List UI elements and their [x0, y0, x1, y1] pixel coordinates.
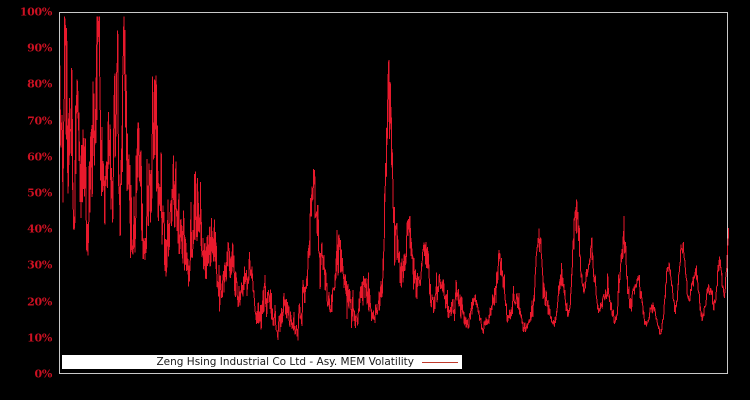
chart-legend: Zeng Hsing Industrial Co Ltd - Asy. MEM …	[62, 355, 462, 369]
y-axis-tick-labels: 100% 90% 80% 70% 60% 50% 40% 30% 20% 10% 0%	[0, 0, 56, 400]
y-axis-tick-40: 40%	[27, 222, 52, 236]
y-axis-tick-60: 60%	[27, 150, 52, 164]
plot-area	[59, 12, 729, 374]
y-axis-tick-10: 10%	[27, 331, 52, 345]
y-axis-tick-80: 80%	[27, 77, 52, 91]
legend-label: Zeng Hsing Industrial Co Ltd - Asy. MEM …	[156, 355, 414, 368]
y-axis-tick-50: 50%	[27, 186, 52, 200]
y-axis-tick-100: 100%	[19, 5, 53, 19]
y-axis-tick-0: 0%	[34, 367, 52, 381]
series-line-asy-mem-volatility	[60, 16, 729, 341]
y-axis-tick-20: 20%	[27, 295, 52, 309]
y-axis-tick-30: 30%	[27, 258, 52, 272]
volatility-line-series	[60, 16, 729, 341]
legend-line-swatch	[422, 361, 458, 363]
y-axis-tick-70: 70%	[27, 114, 52, 128]
y-axis-tick-90: 90%	[27, 41, 52, 55]
